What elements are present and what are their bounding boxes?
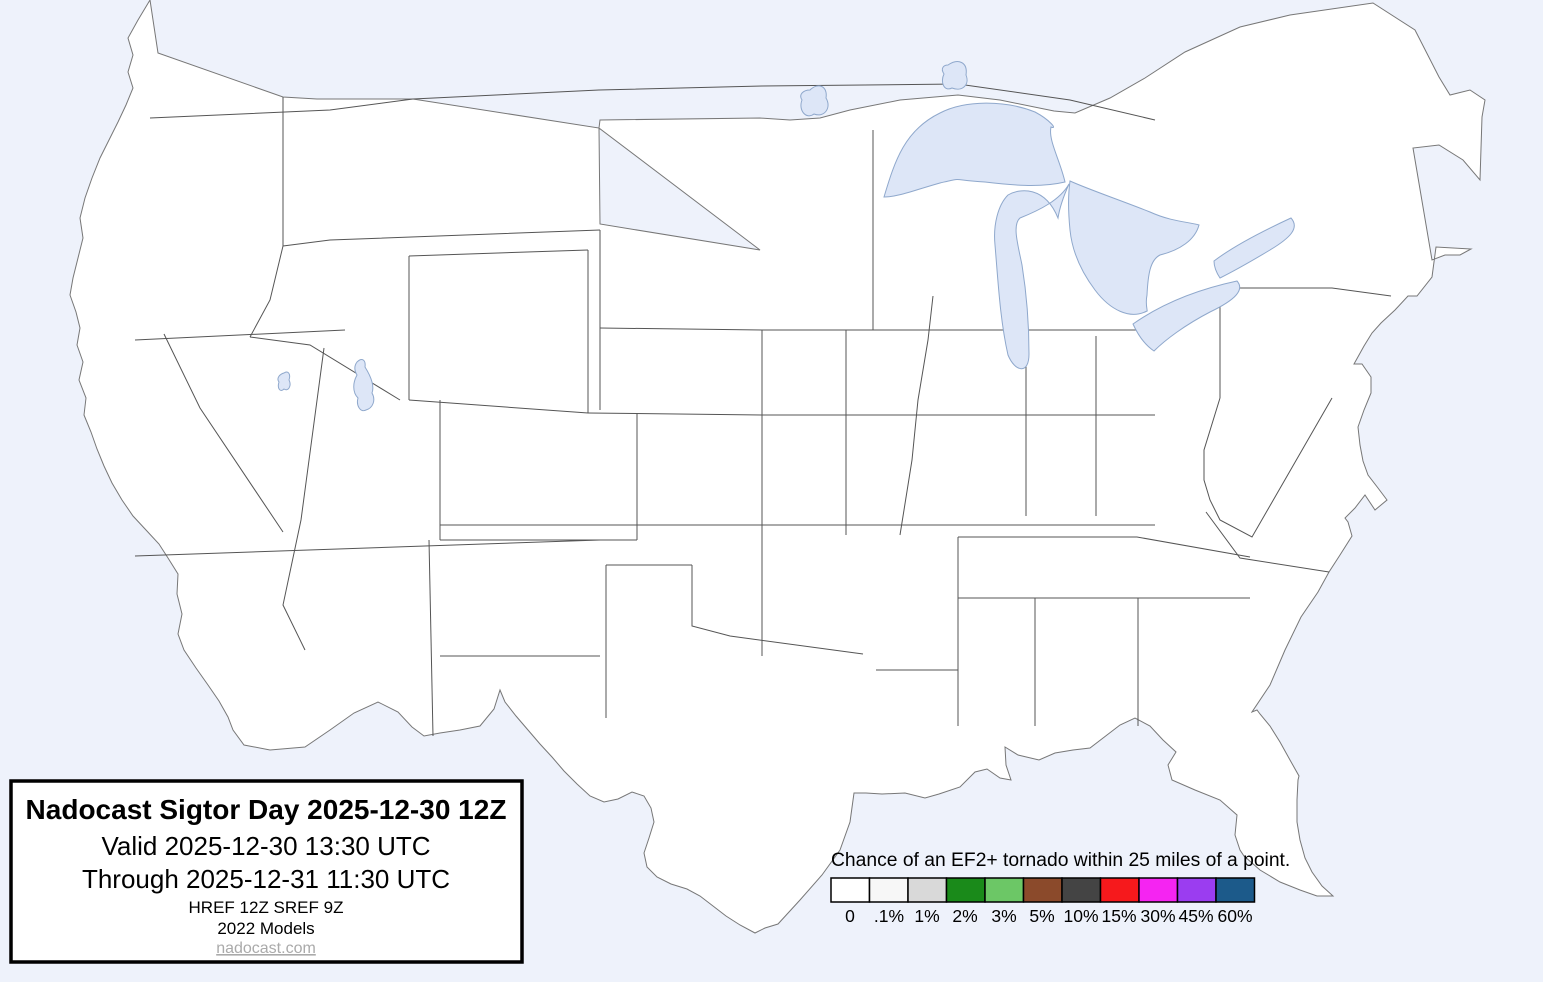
svg-text:Nadocast Sigtor Day 2025-12-30: Nadocast Sigtor Day 2025-12-30 12Z — [26, 794, 507, 825]
svg-text:Chance of an EF2+ tornado with: Chance of an EF2+ tornado within 25 mile… — [831, 850, 1290, 871]
svg-text:nadocast.com: nadocast.com — [216, 940, 316, 957]
svg-text:2%: 2% — [952, 906, 977, 926]
svg-text:60%: 60% — [1217, 906, 1252, 926]
svg-text:5%: 5% — [1029, 906, 1054, 926]
svg-text:30%: 30% — [1140, 906, 1175, 926]
svg-text:1%: 1% — [914, 906, 939, 926]
svg-text:Valid 2025-12-30 13:30 UTC: Valid 2025-12-30 13:30 UTC — [101, 831, 430, 861]
svg-text:45%: 45% — [1178, 906, 1213, 926]
svg-text:10%: 10% — [1063, 906, 1098, 926]
svg-text:15%: 15% — [1101, 906, 1136, 926]
svg-text:Through 2025-12-31 11:30 UTC: Through 2025-12-31 11:30 UTC — [82, 864, 450, 894]
svg-text:2022 Models: 2022 Models — [217, 919, 314, 938]
svg-text:HREF 12Z SREF 9Z: HREF 12Z SREF 9Z — [189, 898, 344, 917]
svg-text:0: 0 — [845, 906, 855, 926]
svg-text:.1%: .1% — [874, 906, 904, 926]
svg-text:3%: 3% — [991, 906, 1016, 926]
